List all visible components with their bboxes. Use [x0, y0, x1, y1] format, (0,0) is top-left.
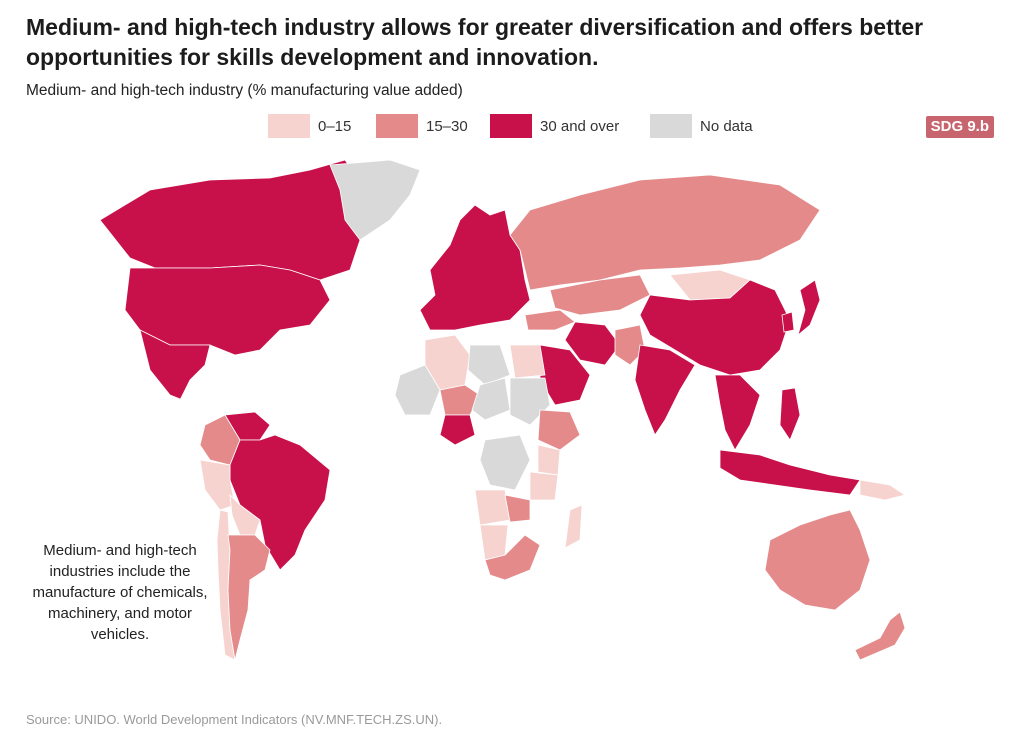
- legend-swatch-30-and-over: [490, 114, 532, 138]
- region-namibia: [479, 524, 509, 561]
- world-map: [99, 159, 906, 661]
- region-india: [634, 344, 696, 436]
- region-canada: [99, 159, 361, 281]
- region-japan: [797, 279, 821, 337]
- region-iran: [564, 321, 621, 366]
- region-southeast-asia: [714, 374, 761, 451]
- region-dr-congo: [479, 434, 531, 491]
- legend-item-no-data: No data: [650, 114, 753, 138]
- map-note: Medium- and high-tech industries include…: [32, 542, 208, 643]
- region-indonesia: [719, 449, 861, 496]
- region-philippines: [779, 387, 801, 441]
- page-title: Medium- and high-tech industry allows fo…: [26, 14, 924, 70]
- legend-label-0-15: 0–15: [318, 117, 352, 135]
- region-south-africa: [484, 534, 541, 581]
- region-australia: [764, 509, 871, 611]
- source-note: Source: UNIDO. World Development Indicat…: [26, 712, 443, 727]
- region-mali: [394, 364, 441, 416]
- legend-label-30-and-over: 30 and over: [540, 117, 620, 135]
- region-russia: [509, 174, 821, 291]
- region-mexico: [139, 329, 211, 406]
- legend-swatch-no-data: [650, 114, 692, 138]
- legend-label-no-data: No data: [700, 117, 753, 135]
- legend-item-0-15: 0–15: [268, 114, 351, 138]
- region-turkey: [524, 309, 576, 331]
- region-zambia: [504, 494, 531, 523]
- region-south-korea: [781, 311, 795, 333]
- region-brazil: [229, 434, 331, 571]
- region-pakistan: [614, 324, 646, 366]
- region-greenland: [329, 159, 421, 241]
- legend-swatch-0-15: [268, 114, 310, 138]
- region-kazakhstan: [549, 274, 651, 316]
- legend-item-15-30: 15–30: [376, 114, 468, 138]
- legend-swatch-15-30: [376, 114, 418, 138]
- region-argentina: [227, 534, 271, 661]
- region-china: [639, 279, 791, 376]
- region-egypt: [509, 344, 546, 379]
- region-tanzania: [529, 471, 559, 501]
- region-kenya: [537, 444, 561, 476]
- legend-item-30-and-over: 30 and over: [490, 114, 619, 138]
- region-papua-new-guinea: [859, 479, 906, 501]
- region-chad: [471, 377, 511, 421]
- region-nigeria: [439, 414, 476, 446]
- map-subtitle: Medium- and high-tech industry (% manufa…: [26, 82, 463, 99]
- region-madagascar: [564, 504, 583, 549]
- region-new-zealand: [854, 611, 906, 661]
- region-ethiopia: [537, 409, 581, 451]
- sdg-badge: SDG 9.b: [925, 116, 994, 138]
- region-peru: [199, 459, 236, 511]
- legend-label-15-30: 15–30: [426, 117, 468, 135]
- region-europe: [419, 204, 531, 331]
